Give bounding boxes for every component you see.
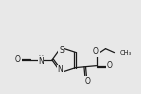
Text: CH₃: CH₃ [120, 50, 132, 56]
Text: S: S [59, 46, 64, 55]
Text: O: O [15, 55, 21, 64]
Text: N: N [58, 65, 63, 74]
Text: O: O [93, 47, 99, 56]
Text: N: N [38, 56, 44, 66]
Text: H: H [38, 55, 43, 61]
Text: O: O [85, 77, 91, 86]
Text: O: O [107, 61, 113, 70]
